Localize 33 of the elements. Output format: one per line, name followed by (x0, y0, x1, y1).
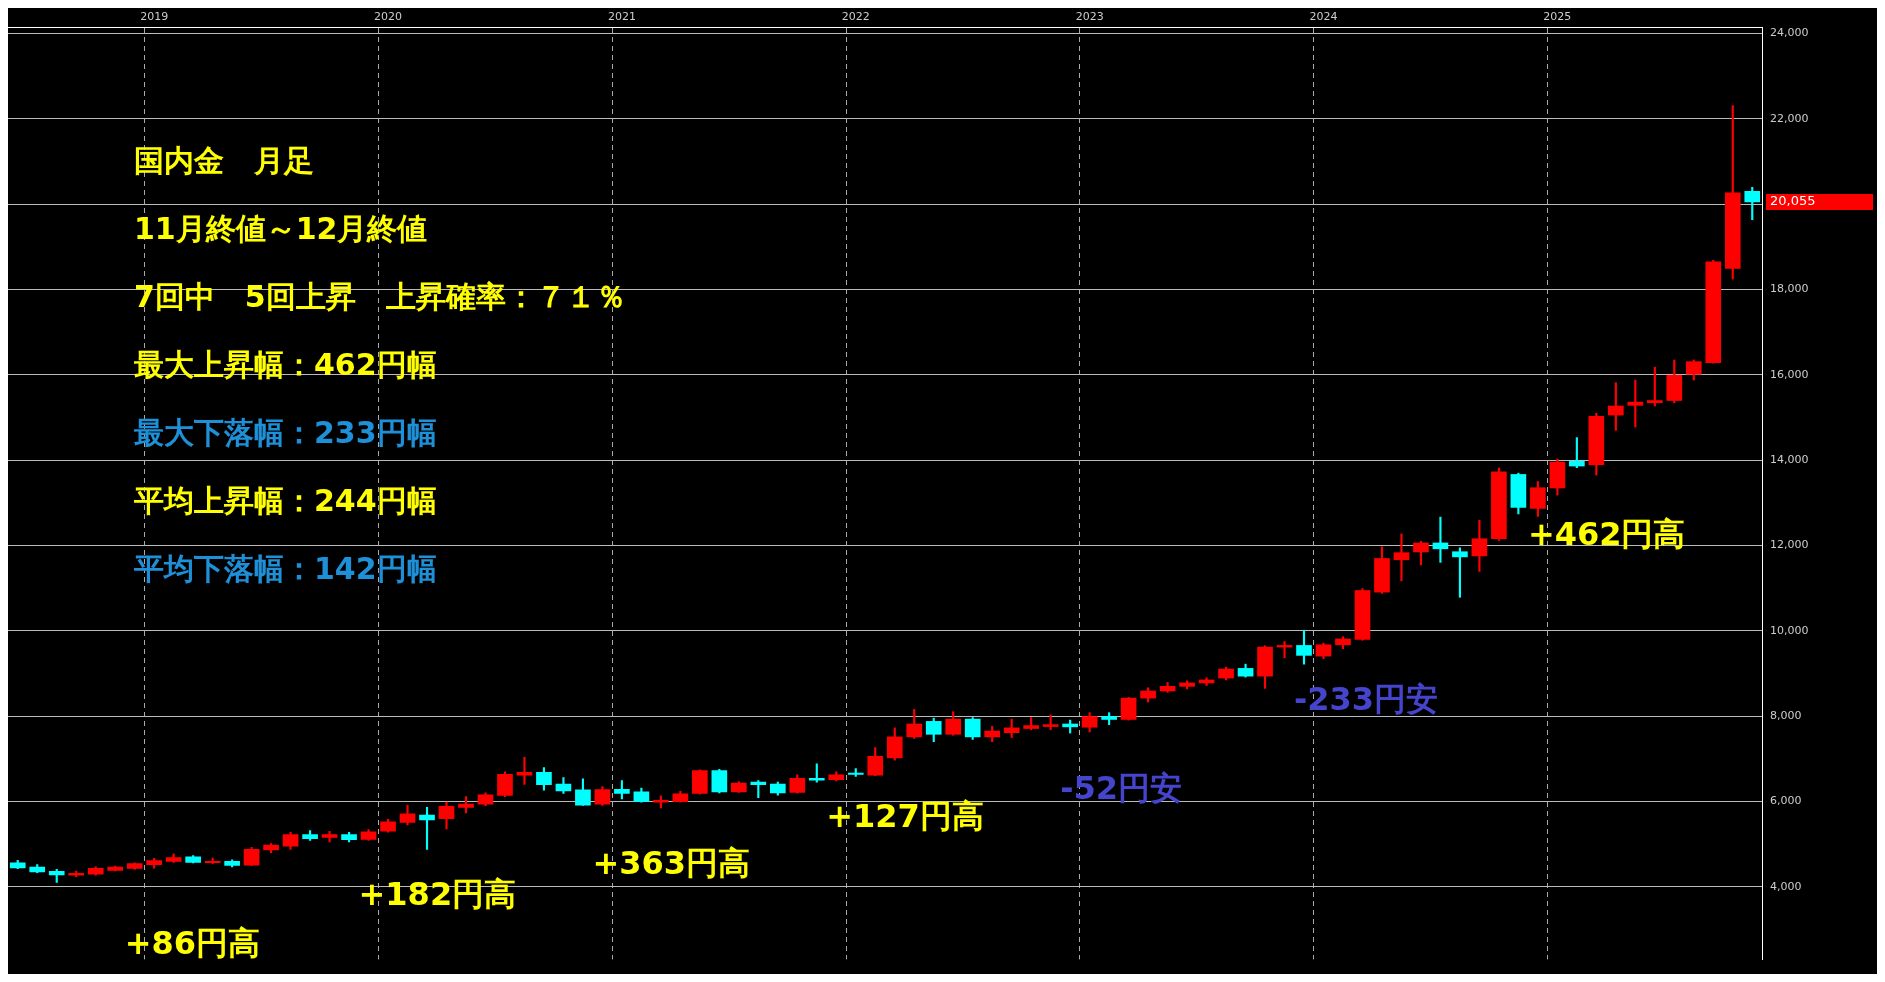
annotation: -233円安 (1294, 680, 1439, 719)
x-tick-label: 2021 (607, 10, 636, 24)
text: 国内金 月足 (134, 142, 314, 178)
annotation: 平均上昇幅：244円幅 (133, 482, 437, 518)
x-tick-label: 2025 (1543, 10, 1572, 24)
x-tick-label: 2023 (1075, 10, 1104, 24)
y-tick-label: 24,000 (1770, 26, 1809, 40)
y-tick-label: 18,000 (1770, 282, 1809, 296)
annotation: 平均下落幅：142円幅 (133, 550, 437, 586)
x-tick-label: 2022 (841, 10, 870, 24)
candlestick (1393, 533, 1410, 582)
annotation: +127円高 (826, 797, 984, 836)
y-tick-label: 22,000 (1770, 111, 1809, 125)
text: 20,055 (1770, 193, 1816, 209)
y-tick-label: 8,000 (1770, 709, 1802, 723)
annotation: +182円高 (358, 874, 517, 913)
annotation: +86円高 (124, 923, 261, 962)
x-tick-label: 2024 (1309, 10, 1338, 24)
annotation: 最大下落幅：233円幅 (134, 414, 437, 450)
x-tick-label: 2019 (140, 10, 169, 24)
y-tick-label: 12,000 (1770, 538, 1809, 552)
y-tick-label: 10,000 (1770, 623, 1809, 637)
annotation: 11月終値～12月終値 (134, 210, 428, 246)
y-tick-label: 4,000 (1770, 879, 1802, 893)
x-tick-label: 2020 (374, 10, 403, 24)
annotation: +363円高 (592, 843, 751, 882)
annotation: +462円高 (1527, 514, 1686, 553)
y-tick-label: 14,000 (1770, 453, 1809, 467)
annotation: 最大上昇幅：462円幅 (134, 346, 437, 382)
annotation: -52円安 (1060, 769, 1182, 808)
annotation: 7回中 5回上昇 上昇確率：７１％ (134, 278, 626, 314)
y-tick-label: 6,000 (1770, 794, 1802, 808)
y-tick-label: 16,000 (1770, 367, 1809, 381)
